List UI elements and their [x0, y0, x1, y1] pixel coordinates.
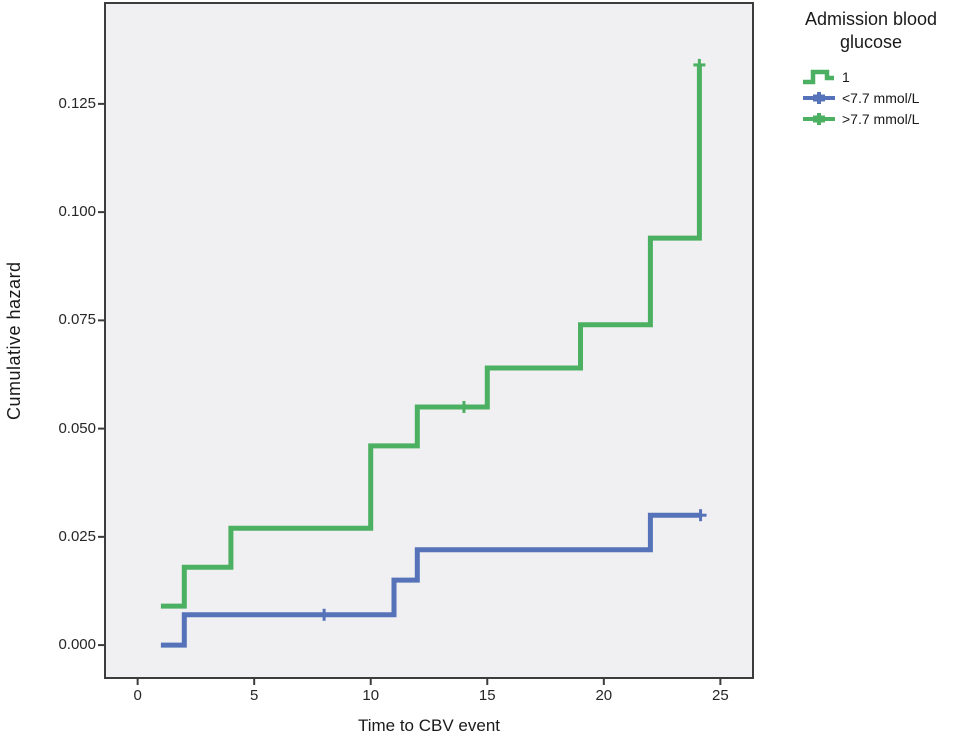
x-tick-label: 25 [712, 687, 729, 704]
x-tick-label: 10 [362, 687, 380, 704]
plot-area-background [105, 3, 753, 678]
legend: Admission blood glucose 1 <7.7 mmol/L >7.7… [782, 8, 960, 129]
legend-title: Admission blood glucose [804, 9, 938, 52]
y-tick-label: 0.100 [58, 203, 96, 221]
y-tick-label: 0.000 [58, 636, 96, 654]
legend-item-label: <7.7 mmol/L [842, 89, 920, 106]
x-tick-label: 0 [133, 687, 142, 704]
y-tick-label: 0.125 [58, 94, 96, 112]
legend-item: 1 [802, 66, 960, 87]
x-tick-label: 5 [250, 687, 259, 704]
y-tick-label: 0.075 [58, 311, 96, 329]
legend-item: >7.7 mmol/L [802, 108, 960, 129]
hazard-curve-7.7-mmol-l [160, 64, 702, 609]
x-tick-label: 15 [478, 687, 496, 704]
step-curve-icon [803, 69, 834, 84]
y-tick-label: 0.050 [58, 419, 96, 437]
plot-frame [104, 2, 754, 679]
y-tick-label: 0.025 [58, 527, 96, 545]
legend-item-label: >7.7 mmol/L [842, 110, 920, 127]
legend-items: 1 <7.7 mmol/L >7.7 mmol/L [782, 66, 960, 129]
x-axis-title: Time to CBV event [357, 716, 501, 735]
legend-item: <7.7 mmol/L [802, 87, 960, 108]
legend-item-label: 1 [842, 68, 850, 85]
x-tick-label: 20 [595, 687, 613, 704]
censored-line-icon [803, 112, 835, 125]
y-axis-title: Cumulative hazard [4, 261, 24, 420]
hazard-curve-7.7-mmol-l [160, 512, 701, 648]
censored-line-icon [803, 91, 835, 104]
